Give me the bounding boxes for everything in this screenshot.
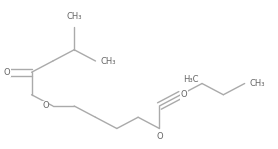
Text: O: O <box>156 132 163 141</box>
Text: H₃C: H₃C <box>183 75 198 84</box>
Text: O: O <box>181 90 187 99</box>
Text: CH₃: CH₃ <box>66 12 82 21</box>
Text: CH₃: CH₃ <box>101 56 116 66</box>
Text: CH₃: CH₃ <box>249 79 265 88</box>
Text: O: O <box>4 68 10 77</box>
Text: O: O <box>42 101 49 111</box>
